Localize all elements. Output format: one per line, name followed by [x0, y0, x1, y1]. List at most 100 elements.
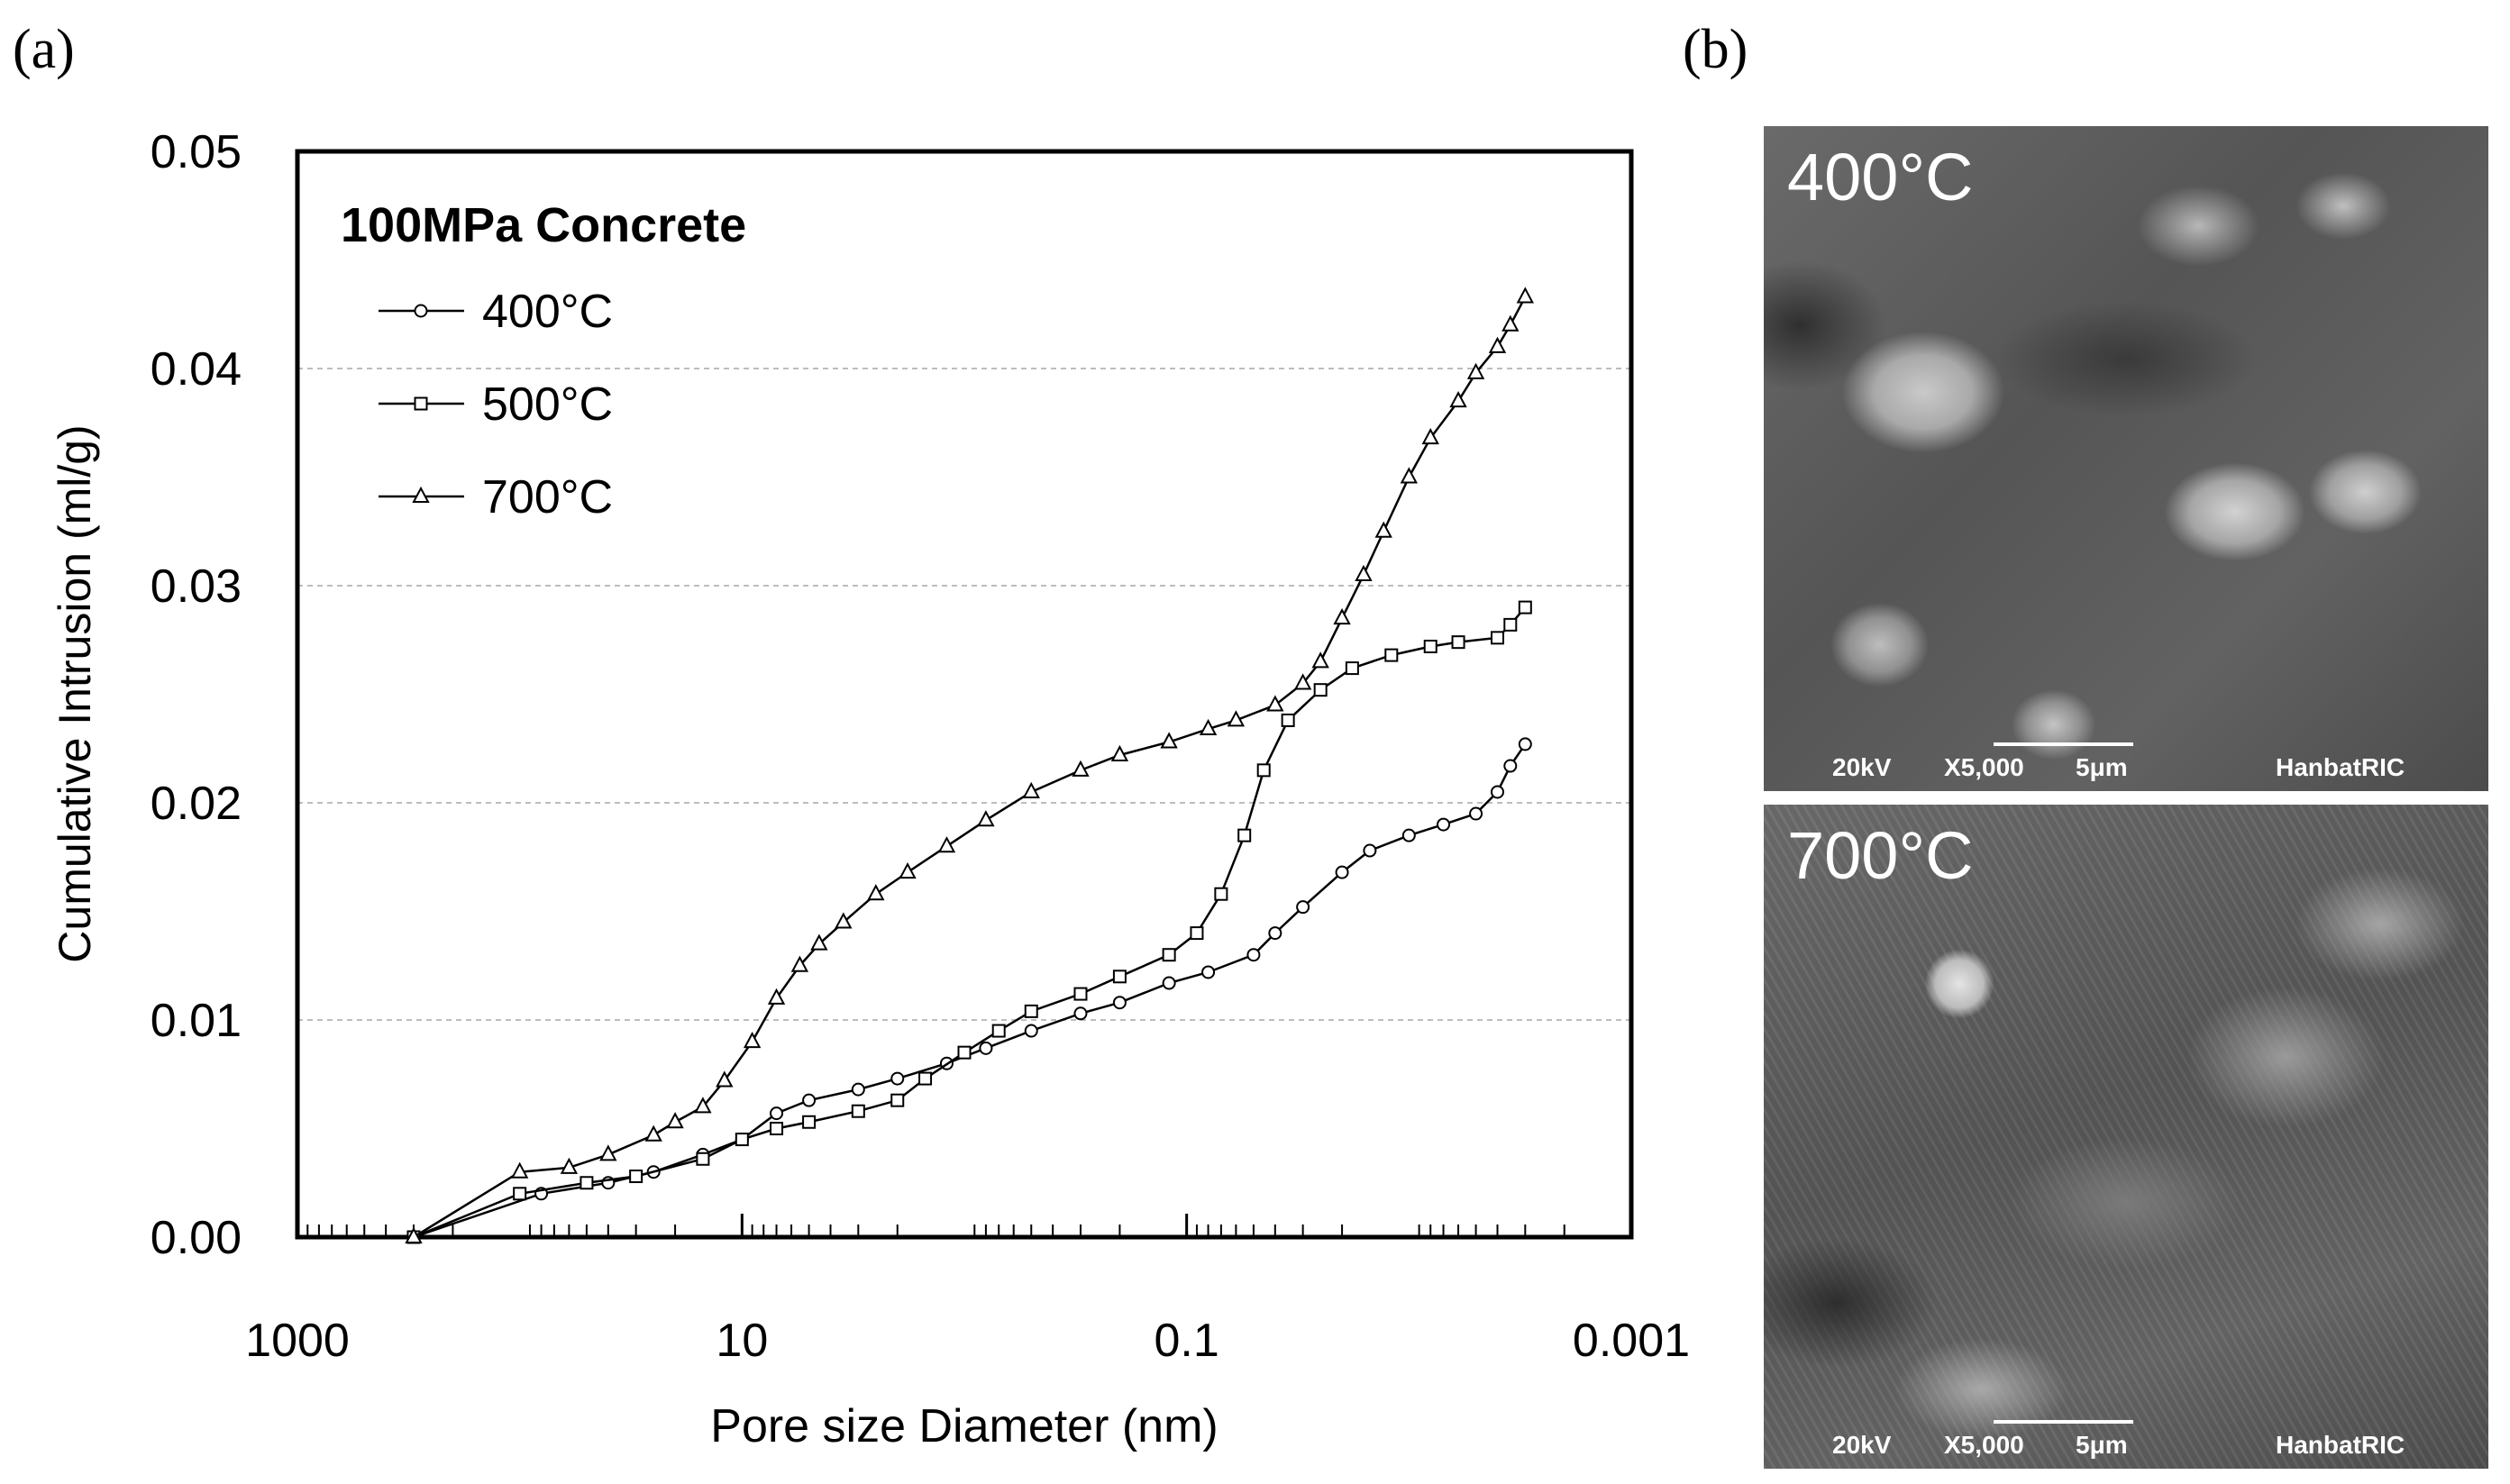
panel-label-b: (b)	[1683, 19, 1748, 80]
data-point	[835, 912, 853, 929]
data-point	[851, 1104, 865, 1118]
data-point	[867, 884, 885, 901]
data-point	[1421, 427, 1439, 445]
data-point	[580, 1176, 594, 1190]
sem-voltage: 20kV	[1832, 753, 1892, 781]
sem-magnification: X5,000	[1944, 753, 2024, 781]
data-point	[1268, 926, 1282, 941]
data-point	[735, 1133, 749, 1147]
scale-bar	[1994, 1420, 2133, 1424]
sem-lab-name: HanbatRIC	[2276, 753, 2405, 781]
data-point	[1374, 521, 1392, 538]
data-point	[1201, 965, 1216, 979]
data-point	[1401, 828, 1416, 842]
data-point	[1073, 987, 1088, 1001]
data-point	[1518, 737, 1532, 751]
x-tick-label: 1000	[245, 1315, 350, 1367]
data-point	[1162, 976, 1176, 990]
series-circle	[406, 737, 1532, 1244]
y-tick-label: 0.01	[151, 995, 242, 1047]
data-point	[644, 1124, 662, 1142]
sem-image-400c: 400°C 20kV X5,000 5μm HanbatRIC	[1764, 126, 2488, 791]
data-point	[414, 304, 428, 318]
sem-temperature-label: 400°C	[1787, 140, 1974, 214]
data-point	[1072, 760, 1090, 777]
sem-lab-name: HanbatRIC	[2276, 1431, 2405, 1459]
data-point	[666, 1112, 684, 1129]
legend-label: 700°C	[482, 471, 613, 523]
data-point	[899, 861, 917, 879]
data-point	[1437, 817, 1451, 832]
data-point	[1024, 1004, 1038, 1018]
data-point	[694, 1097, 712, 1114]
y-tick-label: 0.05	[151, 126, 242, 178]
data-point	[1469, 806, 1483, 821]
data-point	[1490, 631, 1504, 645]
data-point	[1516, 287, 1534, 304]
sem-scale-text: 5μm	[2076, 1431, 2128, 1459]
data-point	[1296, 900, 1310, 915]
data-point	[405, 1226, 423, 1243]
data-point	[1345, 661, 1359, 676]
data-point	[1501, 314, 1520, 332]
legend: 400°C 500°C 700°C	[379, 286, 613, 523]
data-point	[1400, 467, 1419, 484]
data-point	[1311, 651, 1329, 669]
y-tick-label: 0.04	[151, 343, 242, 396]
data-point	[937, 836, 956, 853]
data-point	[957, 1045, 972, 1060]
data-point	[1022, 781, 1040, 798]
sem-magnification: X5,000	[1944, 1431, 2024, 1459]
data-point	[1266, 695, 1284, 712]
data-point	[770, 1122, 784, 1135]
data-point	[1363, 843, 1377, 858]
sem-temperature-label: 700°C	[1787, 818, 1974, 893]
data-point	[1466, 362, 1485, 379]
data-point	[890, 1071, 905, 1086]
pore-size-chart: 0.00 0.01 0.02 0.03 0.04 0.05 1000 10 0.1 0.001 C…	[50, 126, 1690, 1452]
data-point	[790, 955, 809, 972]
data-point	[851, 1082, 865, 1097]
data-point	[1355, 564, 1373, 581]
chart-title: 100MPa Concrete	[341, 198, 746, 252]
data-point	[1488, 336, 1507, 353]
x-tick-label: 10	[716, 1315, 768, 1367]
data-point	[1384, 648, 1399, 662]
y-tick-label: 0.02	[151, 778, 242, 830]
y-tick-label: 0.03	[151, 560, 242, 613]
data-point	[560, 1157, 579, 1174]
legend-label: 400°C	[482, 286, 613, 338]
plot-frame	[295, 149, 1634, 1240]
data-point	[1503, 759, 1518, 773]
data-point	[629, 1170, 643, 1184]
x-axis-title: Pore size Diameter (nm)	[710, 1400, 1218, 1452]
y-axis-title: Cumulative Intrusion (ml/g)	[50, 424, 100, 962]
scale-bar	[1994, 742, 2133, 746]
data-point	[1423, 639, 1438, 653]
data-point	[1073, 1006, 1088, 1021]
data-point	[1293, 673, 1312, 690]
x-tick-label: 0.1	[1155, 1315, 1219, 1367]
sem-info-bar: 20kV X5,000 5μm HanbatRIC	[1764, 742, 2488, 791]
data-point	[696, 1152, 710, 1166]
data-point	[770, 1106, 784, 1121]
data-point	[1449, 391, 1467, 408]
data-point	[511, 1161, 529, 1179]
data-point	[1162, 948, 1176, 962]
sem-image-700c: 700°C 20kV X5,000 5μm HanbatRIC	[1764, 805, 2488, 1469]
data-point	[743, 1031, 762, 1049]
data-point	[1112, 970, 1127, 984]
x-tick-label: 0.001	[1573, 1315, 1690, 1367]
data-point	[1024, 1024, 1038, 1038]
data-point	[1190, 926, 1204, 941]
data-point	[991, 1024, 1006, 1038]
data-point	[1333, 608, 1351, 625]
data-point	[890, 1093, 905, 1107]
sem-scale-text: 5μm	[2076, 753, 2128, 781]
data-point	[513, 1187, 527, 1201]
sem-info-bar: 20kV X5,000 5μm HanbatRIC	[1764, 1420, 2488, 1469]
data-point	[1112, 996, 1127, 1010]
data-point	[1160, 732, 1178, 749]
data-point	[1227, 710, 1246, 727]
data-point	[1503, 617, 1518, 632]
